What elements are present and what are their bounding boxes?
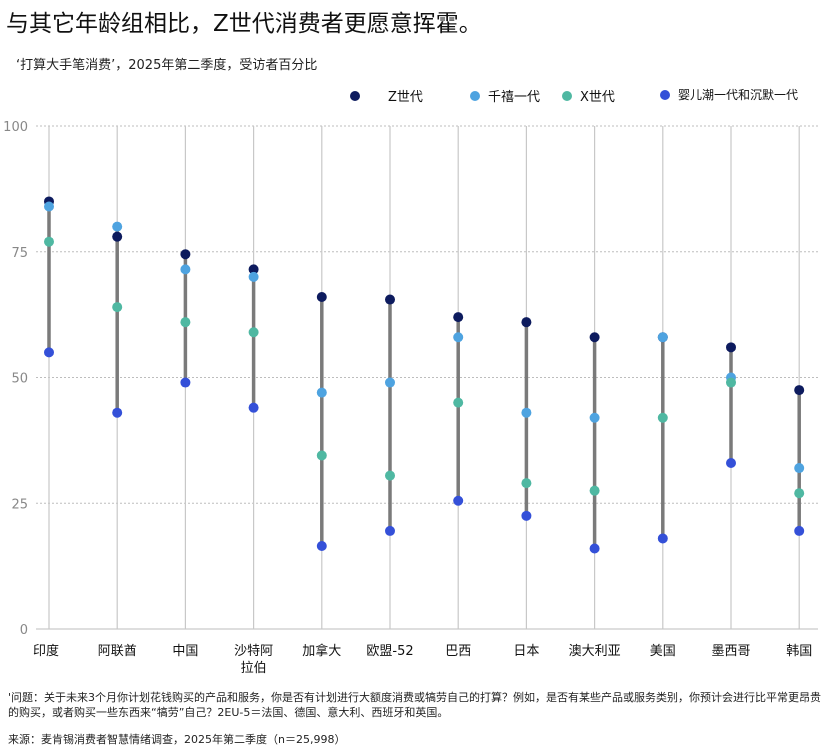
category-label: 沙特阿拉伯 <box>234 644 273 676</box>
data-point-gen-x <box>521 478 532 489</box>
legend-item-millennials: 千禧一代 <box>470 86 540 105</box>
category-label: 澳大利亚 <box>569 643 621 659</box>
data-point-boomers <box>794 525 805 536</box>
y-tick-label: 0 <box>20 623 28 638</box>
y-tick-label: 100 <box>3 120 28 135</box>
data-point-gen-z <box>589 332 600 343</box>
legend-marker-gen-z <box>350 90 360 101</box>
legend-item-boomers: 婴儿潮一代和沉默一代 <box>660 86 798 103</box>
data-point-gen-x <box>589 485 600 496</box>
data-point-gen-x <box>112 302 123 313</box>
category-label: 日本 <box>513 644 539 659</box>
data-point-gen-z <box>521 317 532 328</box>
data-point-boomers <box>453 495 464 506</box>
category-label: 加拿大 <box>302 643 341 659</box>
data-point-millennials <box>44 201 54 212</box>
data-point-gen-z <box>794 385 805 396</box>
data-point-millennials <box>385 377 395 388</box>
data-point-boomers <box>180 377 191 388</box>
source-note: 来源：麦肯锡消费者智慧情绪调查，2025年第二季度（n＝25,998） <box>8 733 346 746</box>
data-point-millennials <box>316 387 327 398</box>
category-label: 韩国 <box>786 644 812 659</box>
legend-label-millennials: 千禧一代 <box>488 90 541 105</box>
data-point-boomers <box>589 543 600 554</box>
y-tick-label: 50 <box>11 372 28 387</box>
category-label: 欧盟-52 <box>366 644 413 659</box>
y-tick-label: 25 <box>11 497 28 512</box>
legend-item-gen-x: X世代 <box>562 86 615 105</box>
data-point-gen-z <box>248 264 259 275</box>
legend-marker-millennials <box>470 90 480 101</box>
data-point-millennials <box>112 221 123 232</box>
data-point-boomers <box>521 510 532 521</box>
data-point-gen-z <box>385 294 395 305</box>
data-point-millennials <box>453 332 464 343</box>
data-point-boomers <box>385 525 395 536</box>
data-point-gen-x <box>385 470 395 481</box>
data-point-gen-z <box>112 231 123 242</box>
data-point-boomers <box>316 541 327 552</box>
legend-label-boomers: 婴儿潮一代和沉默一代 <box>678 88 799 102</box>
data-point-gen-z <box>453 312 464 323</box>
legend-item-gen-z: Z世代 <box>350 86 423 105</box>
legend-label-gen-x: X世代 <box>580 90 615 105</box>
legend-label-gen-z: Z世代 <box>388 90 423 105</box>
data-point-gen-x <box>726 377 736 388</box>
data-point-millennials <box>589 412 600 423</box>
data-point-millennials <box>794 463 805 474</box>
data-point-gen-z <box>316 292 327 303</box>
data-point-boomers <box>657 533 668 544</box>
data-point-gen-x <box>657 412 668 423</box>
chart-title: 与其它年龄组相比，Z世代消费者更愿意挥霍。 <box>6 11 482 37</box>
category-label: 印度 <box>33 643 59 659</box>
category-label: 中国 <box>172 644 198 659</box>
footnote: '问题：关于未来3个月你计划花钱购买的产品和服务，你是否有计划进行大额度消费或犒… <box>8 691 822 719</box>
category-label: 巴西 <box>445 644 471 659</box>
data-point-boomers <box>112 407 123 418</box>
data-point-millennials <box>657 332 668 343</box>
data-point-gen-x <box>44 236 54 247</box>
data-point-boomers <box>248 402 259 413</box>
data-point-gen-x <box>316 450 327 461</box>
dot-plot-chart: 0 25 50 75 100 印度 阿联酋 中国 沙特阿拉伯 加拿大 欧盟-52 巴西 日本 澳大利亚 美国… <box>3 120 818 676</box>
legend-marker-boomers <box>660 89 670 100</box>
data-point-gen-x <box>180 317 191 328</box>
data-point-gen-z <box>180 249 191 260</box>
data-point-gen-z <box>726 342 736 353</box>
data-point-boomers <box>44 347 54 358</box>
category-label: 墨西哥 <box>711 644 750 659</box>
data-point-gen-x <box>248 327 259 338</box>
data-point-millennials <box>521 407 532 418</box>
data-point-millennials <box>248 271 259 282</box>
chart-subtitle: ‘打算大手笔消费’，2025年第二季度，受访者百分比 <box>16 58 318 73</box>
category-label: 美国 <box>650 644 676 659</box>
y-tick-label: 75 <box>11 246 28 261</box>
data-point-gen-x <box>453 397 464 408</box>
data-point-gen-x <box>794 488 805 499</box>
category-label: 阿联酋 <box>98 643 137 659</box>
legend-marker-gen-x <box>562 90 572 101</box>
data-point-boomers <box>726 458 736 469</box>
data-point-millennials <box>180 264 191 275</box>
